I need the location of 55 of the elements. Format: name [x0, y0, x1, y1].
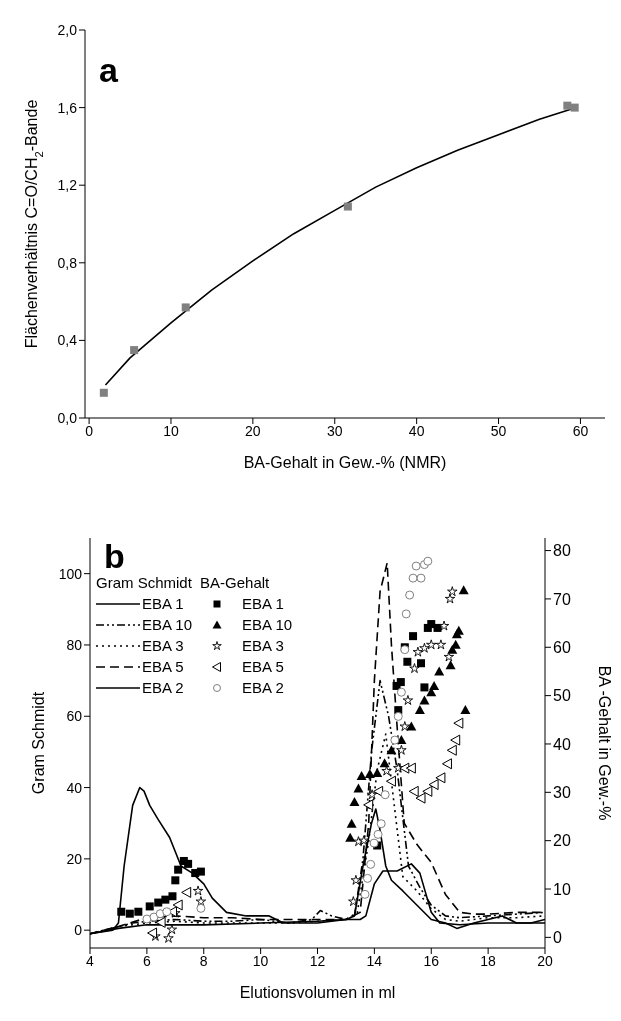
x-tick-label: 0: [85, 422, 94, 439]
y2-tick-label: 80: [553, 542, 571, 560]
y2-tick-label: 40: [553, 735, 571, 753]
y2-tick-label: 70: [553, 590, 571, 608]
legend-label: EBA 5: [142, 658, 184, 675]
y-tick-label: 60: [66, 708, 83, 725]
x-tick-label: 60: [572, 422, 589, 439]
x-tick-label: 20: [537, 952, 553, 969]
x-axis-title: BA-Gehalt in Gew.-% (NMR): [243, 454, 447, 471]
legend-label: EBA 2: [142, 679, 184, 696]
y2-tick-label: 20: [553, 832, 571, 850]
legend-label: EBA 10: [242, 616, 293, 633]
legend-label: EBA 1: [242, 595, 284, 612]
x-tick-label: 10: [163, 422, 179, 439]
y-tick-label: 20: [66, 850, 83, 867]
y-tick-label: 2,0: [57, 21, 78, 38]
legend-label: EBA 5: [242, 658, 284, 675]
y-tick-label: 0,4: [57, 332, 78, 349]
x-tick-label: 40: [408, 422, 425, 439]
x-tick-label: 12: [309, 952, 326, 969]
y-tick-label: 80: [66, 636, 83, 653]
legend-label: EBA 1: [142, 595, 184, 612]
y-tick-label: 0,8: [57, 254, 78, 271]
x-tick-label: 8: [199, 952, 208, 969]
legend-label: EBA 3: [142, 637, 184, 654]
annotation: BA-Gehalt: [200, 574, 271, 591]
x-tick-label: 4: [86, 952, 95, 969]
y-tick-label: 0: [74, 922, 83, 939]
y-tick-label: 0,0: [57, 409, 78, 426]
x-tick-label: 30: [326, 422, 343, 439]
y2-tick-label: 50: [553, 687, 571, 705]
legend-label: EBA 2: [242, 679, 284, 696]
x-tick-label: 6: [142, 952, 151, 969]
x-tick-label: 20: [245, 422, 261, 439]
y-tick-label: 1,2: [57, 177, 78, 194]
x-axis-title: Elutionsvolumen in ml: [239, 984, 396, 1001]
y2-tick-label: 60: [553, 638, 571, 656]
x-tick-label: 50: [490, 422, 507, 439]
y-tick-label: 1,6: [57, 99, 78, 116]
y2-axis-title: BA -Gehalt in Gew.-%: [596, 665, 613, 821]
legend-label: EBA 3: [242, 637, 284, 654]
x-tick-label: 14: [366, 952, 383, 969]
y-tick-label: 100: [58, 565, 83, 582]
text: a: [99, 51, 118, 89]
annotation: Gram Schmidt: [96, 574, 193, 591]
x-tick-label: 16: [423, 952, 440, 969]
y2-tick-label: 0: [553, 929, 562, 947]
chart-title: b: [104, 537, 125, 575]
y-tick-label: 40: [66, 779, 83, 796]
legend-label: EBA 10: [142, 616, 193, 633]
y2-tick-label: 10: [553, 880, 571, 898]
y2-tick-label: 30: [553, 784, 571, 801]
y-axis-title: Gram Schmidt: [30, 691, 47, 795]
x-tick-label: 10: [252, 952, 269, 969]
x-tick-label: 18: [480, 952, 497, 969]
